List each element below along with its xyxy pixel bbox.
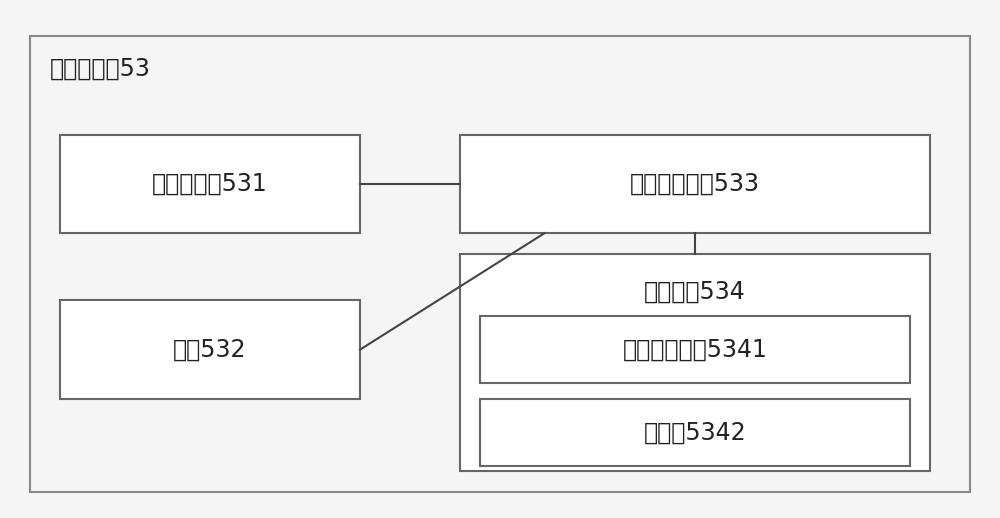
Text: 异常感应单元533: 异常感应单元533 [630, 172, 760, 196]
Text: 蓄电池5342: 蓄电池5342 [644, 421, 746, 444]
Bar [480, 316, 910, 383]
Text: 声光报警器53: 声光报警器53 [50, 57, 151, 81]
Bar [60, 135, 360, 233]
Text: 喇叭532: 喇叭532 [173, 338, 247, 362]
Text: 报警指示灯531: 报警指示灯531 [152, 172, 268, 196]
Bar [60, 300, 360, 399]
Text: 太阳能电池板5341: 太阳能电池板5341 [623, 338, 767, 362]
Bar [480, 399, 910, 466]
Bar [30, 36, 970, 492]
Bar [460, 135, 930, 233]
Text: 供电单元534: 供电单元534 [644, 280, 746, 304]
Bar [460, 254, 930, 471]
